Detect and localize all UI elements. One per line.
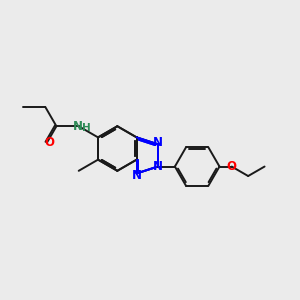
Text: O: O	[44, 136, 54, 149]
Text: H: H	[82, 123, 91, 133]
Text: O: O	[227, 160, 237, 173]
Text: N: N	[73, 120, 83, 133]
Text: N: N	[132, 169, 142, 182]
Text: N: N	[153, 136, 163, 149]
Text: N: N	[153, 160, 163, 173]
